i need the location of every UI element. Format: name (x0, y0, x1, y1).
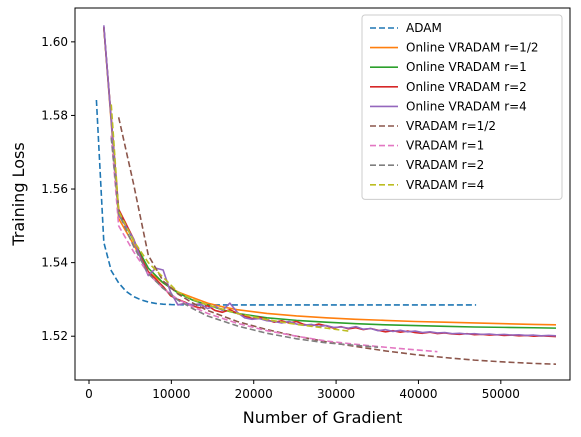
y-tick-label: 1.58 (41, 108, 68, 122)
legend: ADAM Online VRADAM r=1/2 Online VRADAM r=1… (361, 14, 563, 200)
x-tick-label: 50000 (482, 387, 520, 401)
series-line-6 (110, 135, 438, 353)
series-layer (95, 25, 557, 365)
legend-label: Online VRADAM r=1/2 (406, 41, 539, 55)
legend-label: ADAM (406, 21, 442, 35)
x-tick-label: 20000 (235, 387, 273, 401)
series-line-0 (95, 99, 477, 306)
series-line-7 (110, 137, 379, 349)
legend-box (361, 14, 563, 200)
legend-label: VRADAM r=2 (406, 158, 484, 172)
x-axis-label: Number of Gradient (243, 408, 403, 427)
y-tick-label: 1.52 (41, 329, 68, 343)
series-line-4 (103, 25, 557, 337)
y-tick-label: 1.60 (41, 35, 68, 49)
series-line-8 (110, 104, 349, 332)
x-axis-ticks: 0 10000 20000 30000 40000 50000 (85, 380, 520, 401)
x-tick-label: 30000 (317, 387, 355, 401)
legend-label: VRADAM r=4 (406, 178, 484, 192)
legend-label: VRADAM r=1 (406, 139, 484, 153)
x-tick-label: 10000 (152, 387, 190, 401)
series-line-2 (103, 27, 557, 329)
series-line-1 (103, 27, 557, 326)
legend-label: Online VRADAM r=1 (406, 60, 527, 74)
legend-label: Online VRADAM r=4 (406, 99, 527, 113)
plot-frame (74, 7, 571, 381)
y-axis-ticks: 1.52 1.54 1.56 1.58 1.60 (41, 35, 75, 343)
x-tick-label: 0 (85, 387, 93, 401)
y-axis-label: Training Loss (9, 142, 28, 246)
legend-label: VRADAM r=1/2 (406, 119, 496, 133)
y-tick-label: 1.54 (41, 256, 68, 270)
x-tick-label: 40000 (399, 387, 437, 401)
legend-label: Online VRADAM r=2 (406, 80, 527, 94)
y-tick-label: 1.56 (41, 182, 68, 196)
